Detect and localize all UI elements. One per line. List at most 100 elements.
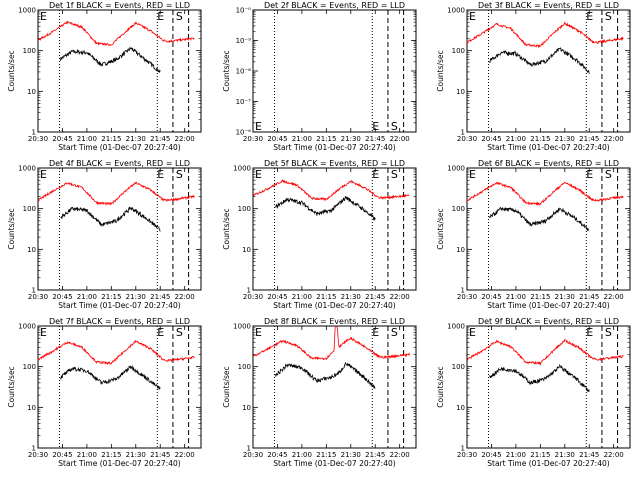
panel-title: Det 1f BLACK = Events, RED = LLD <box>49 1 190 10</box>
event-marker: E <box>586 168 593 181</box>
event-marker: S <box>605 10 612 23</box>
x-axis-label: Start Time (01-Dec-07 20:27:40) <box>273 459 395 468</box>
x-tick-label: 21:30 <box>341 135 361 143</box>
lld-series <box>37 20 195 47</box>
plot-frame <box>252 167 417 291</box>
y-tick-label: 10 <box>27 404 36 412</box>
events-series <box>60 46 161 74</box>
x-tick-label: 21:45 <box>579 293 599 301</box>
panel-7: Det 7f BLACK = Events, RED = LLD Counts/s… <box>7 317 202 468</box>
event-marker: E <box>40 10 47 23</box>
y-tick-label: 100 <box>23 205 36 213</box>
x-tick-label: 21:45 <box>365 135 385 143</box>
plot-frame <box>252 9 417 133</box>
event-marker: E <box>157 326 164 339</box>
x-tick-label: 21:15 <box>316 451 336 459</box>
y-tick-label: 1 <box>32 129 36 137</box>
event-marker: E <box>255 120 262 133</box>
lld-series <box>37 339 195 365</box>
x-tick-label: 20:30 <box>457 293 477 301</box>
y-tick-label: 10⁻⁹ <box>236 37 252 45</box>
panel-9: Det 9f BLACK = Events, RED = LLD Counts/s… <box>436 317 631 468</box>
panel-1: Det 1f BLACK = Events, RED = LLD Counts/s… <box>7 1 202 152</box>
y-tick-label: 10⁻⁰ <box>236 7 252 15</box>
y-tick-label: 1 <box>32 445 36 453</box>
x-axis-label: Start Time (01-Dec-07 20:27:40) <box>487 143 609 152</box>
y-axis-label: Counts/sec <box>222 208 231 249</box>
y-tick-label: 1 <box>247 287 251 295</box>
y-tick-label: 100 <box>452 205 465 213</box>
x-tick-label: 21:15 <box>101 451 121 459</box>
event-marker: E <box>586 326 593 339</box>
panel-title: Det 3f BLACK = Events, RED = LLD <box>478 1 619 10</box>
y-axis-label: Counts/sec <box>222 50 231 91</box>
x-tick-label: 20:30 <box>28 293 48 301</box>
panel-title: Det 6f BLACK = Events, RED = LLD <box>478 159 619 168</box>
x-tick-label: 21:30 <box>555 451 575 459</box>
x-tick-label: 20:30 <box>243 293 263 301</box>
x-tick-label: 20:45 <box>481 451 501 459</box>
event-marker: E <box>372 326 379 339</box>
panel-title: Det 4f BLACK = Events, RED = LLD <box>49 159 190 168</box>
y-tick-label: 1 <box>461 287 465 295</box>
event-marker: S <box>176 326 183 339</box>
y-tick-label: 1 <box>247 445 251 453</box>
x-tick-label: 21:15 <box>316 293 336 301</box>
y-tick-label: 100 <box>452 47 465 55</box>
y-tick-label: 1000 <box>18 165 36 173</box>
x-tick-label: 21:00 <box>77 293 97 301</box>
y-axis-label: Counts/sec <box>7 366 16 407</box>
panel-3: Det 3f BLACK = Events, RED = LLD Counts/s… <box>436 1 631 152</box>
x-tick-label: 21:30 <box>341 451 361 459</box>
x-tick-label: 20:30 <box>28 451 48 459</box>
x-tick-label: 21:45 <box>150 451 170 459</box>
y-tick-label: 1000 <box>447 323 465 331</box>
event-marker: E <box>469 326 476 339</box>
y-tick-label: 1000 <box>233 323 251 331</box>
panel-5: Det 5f BLACK = Events, RED = LLD Counts/s… <box>222 159 417 310</box>
events-series <box>489 206 590 232</box>
y-tick-label: 10 <box>456 404 465 412</box>
y-tick-label: 100 <box>23 363 36 371</box>
y-axis-label: Counts/sec <box>436 50 445 91</box>
y-tick-label: 100 <box>452 363 465 371</box>
y-tick-label: 10 <box>456 246 465 254</box>
y-tick-label: 10 <box>242 404 251 412</box>
y-axis-label: Counts/sec <box>436 208 445 249</box>
x-tick-label: 21:45 <box>150 293 170 301</box>
x-tick-label: 20:45 <box>267 135 287 143</box>
x-tick-label: 20:30 <box>457 451 477 459</box>
event-marker: S <box>391 120 398 133</box>
x-axis-label: Start Time (01-Dec-07 20:27:40) <box>273 301 395 310</box>
x-tick-label: 21:00 <box>77 135 97 143</box>
x-tick-label: 21:15 <box>101 135 121 143</box>
x-tick-label: 20:45 <box>481 293 501 301</box>
x-axis-label: Start Time (01-Dec-07 20:27:40) <box>487 459 609 468</box>
y-tick-label: 10 <box>456 88 465 96</box>
x-tick-label: 22:00 <box>175 293 195 301</box>
lld-series <box>466 338 624 366</box>
event-marker: E <box>469 168 476 181</box>
panel-6: Det 6f BLACK = Events, RED = LLD Counts/s… <box>436 159 631 310</box>
y-tick-label: 10 <box>242 246 251 254</box>
y-tick-label: 100 <box>23 47 36 55</box>
x-tick-label: 21:45 <box>365 293 385 301</box>
event-marker: E <box>255 168 262 181</box>
x-tick-label: 21:45 <box>365 451 385 459</box>
x-tick-label: 21:00 <box>292 451 312 459</box>
x-axis-label: Start Time (01-Dec-07 20:27:40) <box>273 143 395 152</box>
x-tick-label: 20:45 <box>52 293 72 301</box>
y-axis-label: Counts/sec <box>7 208 16 249</box>
y-tick-label: 10⁻⁷ <box>236 98 252 106</box>
x-tick-label: 21:30 <box>126 293 146 301</box>
lld-series <box>252 179 410 202</box>
event-marker: E <box>372 120 379 133</box>
y-tick-label: 100 <box>238 205 251 213</box>
x-axis-label: Start Time (01-Dec-07 20:27:40) <box>58 301 180 310</box>
event-marker: S <box>605 326 612 339</box>
panel-title: Det 8f BLACK = Events, RED = LLD <box>264 317 405 326</box>
event-marker: S <box>605 168 612 181</box>
event-marker: E <box>40 168 47 181</box>
event-marker: E <box>255 326 262 339</box>
y-axis-label: Counts/sec <box>222 366 231 407</box>
